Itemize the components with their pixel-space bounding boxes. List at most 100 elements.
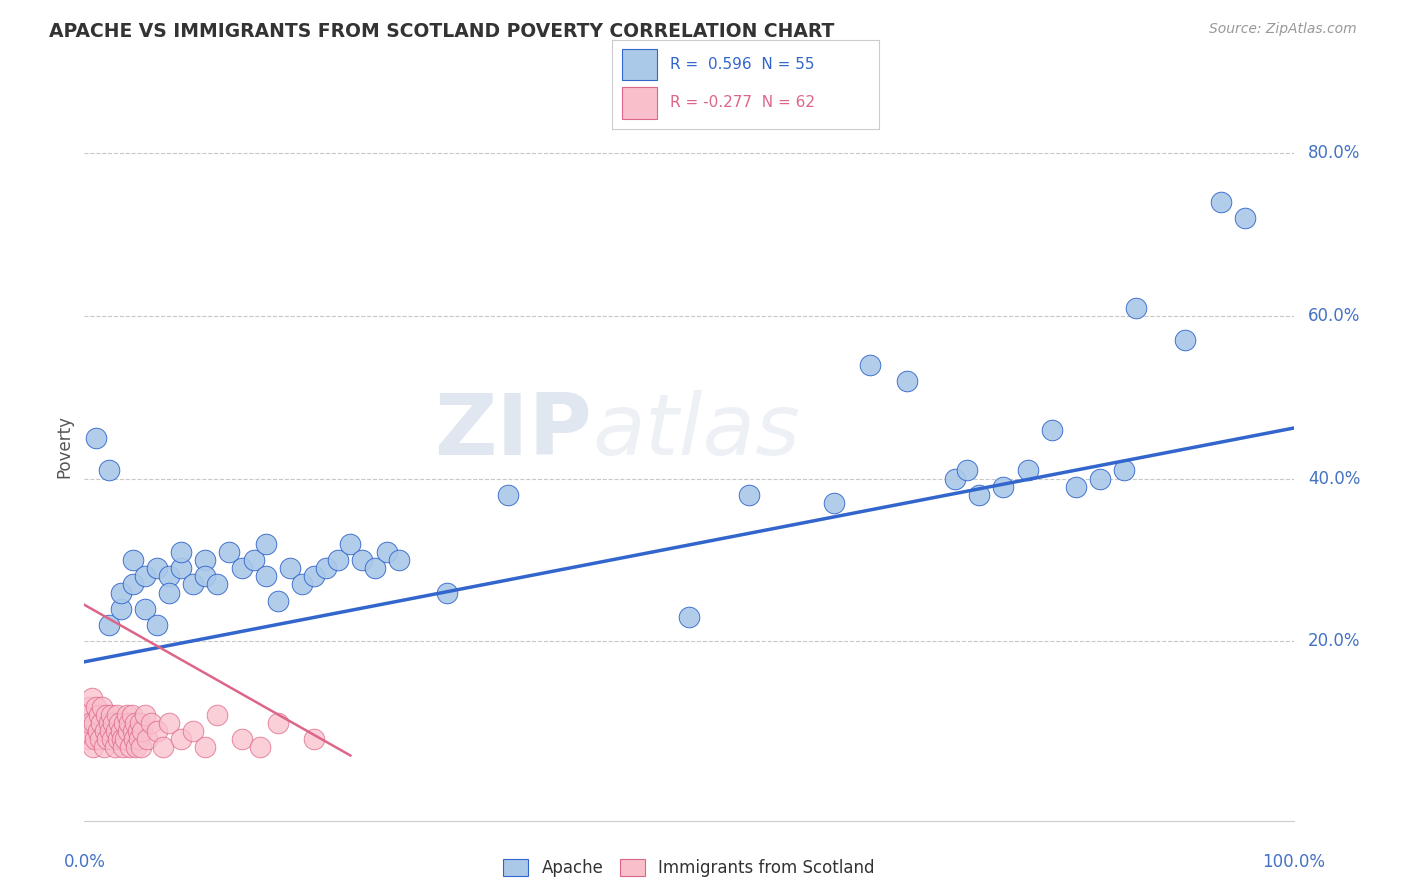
Point: [943, 472, 966, 486]
Point: [993, 480, 1015, 494]
FancyBboxPatch shape: [623, 87, 657, 119]
Point: [107, 732, 129, 747]
Point: [105, 707, 128, 722]
Point: [267, 593, 290, 607]
Point: [94, 724, 117, 739]
Point: [118, 715, 141, 730]
Point: [101, 732, 124, 747]
Point: [98, 724, 121, 739]
Point: [94, 707, 117, 722]
Text: ZIP: ZIP: [434, 390, 592, 473]
Point: [157, 569, 180, 583]
Text: 100.0%: 100.0%: [1263, 854, 1324, 871]
Point: [1174, 333, 1197, 347]
Point: [110, 585, 132, 599]
Point: [121, 577, 143, 591]
Point: [436, 585, 458, 599]
Point: [124, 715, 146, 730]
Point: [90, 715, 112, 730]
Point: [112, 715, 135, 730]
Point: [181, 724, 204, 739]
Point: [96, 732, 118, 747]
Point: [115, 707, 138, 722]
Point: [120, 740, 142, 755]
Point: [181, 577, 204, 591]
Point: [231, 561, 253, 575]
Point: [896, 374, 918, 388]
Point: [129, 715, 152, 730]
Point: [139, 715, 162, 730]
Point: [231, 732, 253, 747]
Point: [388, 553, 411, 567]
Point: [121, 553, 143, 567]
Point: [79, 715, 101, 730]
Y-axis label: Poverty: Poverty: [55, 415, 73, 477]
Point: [112, 740, 135, 755]
Point: [136, 732, 159, 747]
Point: [1064, 480, 1087, 494]
Point: [242, 553, 264, 567]
Point: [496, 488, 519, 502]
Point: [121, 707, 143, 722]
FancyBboxPatch shape: [623, 49, 657, 80]
Point: [207, 707, 229, 722]
Point: [97, 618, 120, 632]
Point: [77, 732, 100, 747]
Point: [146, 618, 169, 632]
Point: [375, 545, 398, 559]
Point: [110, 602, 132, 616]
Point: [823, 496, 845, 510]
Point: [1088, 472, 1111, 486]
Point: [80, 691, 103, 706]
Point: [170, 545, 193, 559]
Text: atlas: atlas: [592, 390, 800, 473]
Point: [134, 569, 156, 583]
Point: [110, 724, 132, 739]
Legend: Apache, Immigrants from Scotland: Apache, Immigrants from Scotland: [496, 852, 882, 883]
Point: [352, 553, 374, 567]
Point: [157, 585, 180, 599]
Point: [76, 707, 98, 722]
Point: [146, 561, 169, 575]
Point: [122, 732, 145, 747]
Point: [127, 724, 149, 739]
Point: [956, 463, 979, 477]
Point: [97, 715, 120, 730]
Point: [89, 732, 111, 747]
Point: [84, 732, 107, 747]
Point: [97, 463, 120, 477]
Point: [859, 358, 882, 372]
Point: [267, 715, 290, 730]
Point: [339, 537, 361, 551]
Text: 0.0%: 0.0%: [63, 854, 105, 871]
Point: [738, 488, 761, 502]
Point: [278, 561, 301, 575]
Text: R =  0.596  N = 55: R = 0.596 N = 55: [671, 57, 815, 71]
Text: 40.0%: 40.0%: [1308, 469, 1361, 488]
Point: [194, 740, 217, 755]
Point: [146, 724, 169, 739]
Point: [86, 724, 108, 739]
Point: [194, 553, 217, 567]
Point: [125, 740, 148, 755]
Text: R = -0.277  N = 62: R = -0.277 N = 62: [671, 95, 815, 110]
Point: [117, 724, 139, 739]
Point: [86, 431, 108, 445]
Point: [111, 732, 134, 747]
Text: Source: ZipAtlas.com: Source: ZipAtlas.com: [1209, 22, 1357, 37]
Point: [1114, 463, 1136, 477]
Point: [170, 732, 193, 747]
Point: [170, 561, 193, 575]
Point: [1040, 423, 1063, 437]
Point: [678, 610, 700, 624]
Point: [75, 724, 97, 739]
Point: [302, 732, 325, 747]
Point: [86, 699, 108, 714]
Point: [207, 577, 229, 591]
Point: [1209, 194, 1232, 209]
Text: APACHE VS IMMIGRANTS FROM SCOTLAND POVERTY CORRELATION CHART: APACHE VS IMMIGRANTS FROM SCOTLAND POVER…: [49, 22, 835, 41]
Point: [315, 561, 337, 575]
Text: 80.0%: 80.0%: [1308, 144, 1361, 161]
Point: [157, 715, 180, 730]
Text: 20.0%: 20.0%: [1308, 632, 1361, 650]
